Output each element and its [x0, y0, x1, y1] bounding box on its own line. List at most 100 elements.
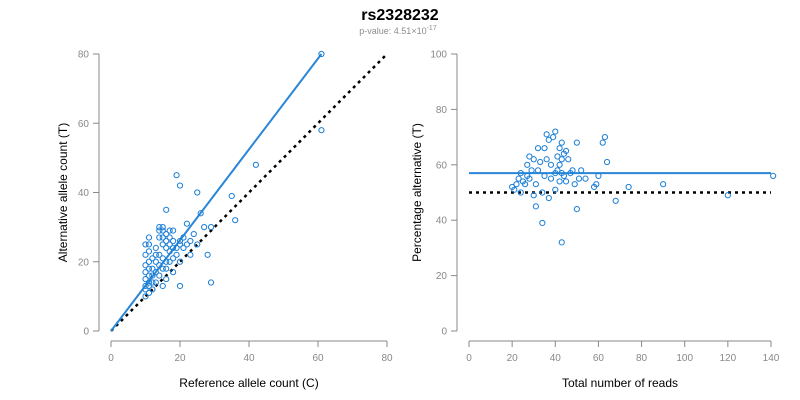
percentage-data-point	[524, 161, 531, 168]
percentage-y-tick-label: 60	[436, 160, 448, 171]
allele-count-data-point	[145, 241, 153, 248]
percentage-y-tick-label: 80	[436, 105, 448, 116]
allele-count-data-point	[176, 241, 184, 248]
percentage-data-point	[526, 175, 533, 182]
allele-count-data-point	[142, 282, 149, 290]
allele-count-data-point	[163, 230, 170, 238]
allele-count-data-point	[145, 289, 153, 297]
percentage-data-point	[530, 156, 537, 163]
percentage-data-point	[554, 167, 561, 174]
percentage-data-point	[534, 145, 542, 152]
allele-count-data-point	[156, 262, 163, 269]
percentage-data-point	[556, 178, 563, 185]
percentage-x-tick-label: 0	[466, 353, 472, 364]
allele-count-data-point	[145, 279, 153, 286]
allele-count-data-point	[145, 234, 153, 241]
allele-count-data-point	[232, 217, 239, 224]
allele-count-data-point	[145, 248, 153, 255]
allele-count-data-point	[152, 269, 159, 276]
allele-count-y-tick-label: 60	[78, 119, 90, 130]
allele-count-data-point	[180, 234, 187, 241]
allele-count-data-point	[149, 272, 156, 279]
percentage-data-point	[517, 189, 524, 196]
allele-count-data-point	[142, 286, 149, 293]
allele-count-data-point	[228, 192, 235, 200]
percentage-data-point	[562, 178, 570, 185]
percentage-data-point	[575, 175, 583, 182]
percentage-data-point	[770, 172, 777, 179]
allele-count-y-tick-label: 0	[83, 327, 89, 338]
allele-count-data-point	[166, 258, 173, 265]
allele-count-data-point	[318, 50, 325, 58]
percentage-y-tick-label: 100	[430, 50, 447, 61]
percentage-data-point	[539, 189, 546, 196]
percentage-x-tick-label: 100	[676, 353, 693, 364]
allele-count-data-point	[201, 224, 208, 231]
allele-count-data-point	[145, 282, 153, 290]
allele-count-data-point	[187, 251, 194, 258]
allele-count-data-point	[207, 279, 215, 286]
allele-count-data-point	[145, 258, 153, 265]
allele-count-data-point	[163, 258, 170, 265]
allele-count-data-point	[159, 224, 166, 231]
percentage-y-axis-label: Percentage alternative (T)	[410, 123, 424, 262]
allele-count-data-point	[156, 234, 163, 241]
allele-count-data-point	[163, 206, 170, 213]
allele-count-data-point	[159, 282, 166, 290]
percentage-x-tick-label: 120	[720, 353, 737, 364]
allele-count-data-point	[166, 241, 173, 248]
percentage-data-point	[582, 175, 589, 182]
allele-count-y-tick-label: 20	[78, 257, 90, 268]
allele-count-data-point	[197, 210, 204, 217]
percentage-data-point	[578, 167, 585, 174]
allele-count-data-point	[183, 220, 190, 227]
percentage-data-point	[539, 219, 546, 227]
allele-count-data-point	[142, 269, 149, 276]
percentage-data-point	[547, 175, 555, 182]
allele-count-data-point	[194, 241, 201, 248]
percentage-data-point	[552, 186, 559, 193]
percentage-y-tick-label: 20	[436, 271, 448, 282]
allele-count-data-point	[142, 293, 149, 300]
allele-count-x-tick-label: 40	[243, 353, 255, 364]
allele-count-scatter-panel: 0 20 40 60 80 0 20 40 60 80 Reference allele count…	[56, 50, 393, 391]
percentage-data-point	[545, 136, 552, 143]
allele-count-y-axis-label: Alternative allele count (T)	[56, 123, 70, 262]
percentage-data-point	[562, 147, 570, 155]
percentage-data-point	[571, 181, 578, 188]
percentage-data-point	[545, 194, 552, 202]
percentage-data-point	[554, 153, 561, 160]
percentage-data-point	[537, 158, 544, 166]
percentage-data-point	[556, 161, 563, 168]
percentage-data-point	[565, 156, 572, 163]
allele-count-data-point	[149, 265, 156, 272]
allele-count-data-point	[190, 230, 197, 238]
percentage-x-tick-label: 140	[763, 353, 780, 364]
percentage-data-point	[541, 145, 548, 152]
allele-count-data-point	[156, 272, 163, 279]
percentage-data-point	[543, 156, 550, 163]
percentage-data-point	[552, 128, 559, 135]
percentage-y-tick-label: 40	[436, 216, 448, 227]
percentage-data-point	[612, 197, 619, 204]
allele-count-data-point	[142, 251, 149, 258]
percentage-data-point	[603, 158, 611, 166]
allele-count-data-point	[152, 244, 159, 251]
allele-count-data-point	[149, 255, 156, 262]
allele-count-data-point	[170, 237, 177, 245]
percentage-x-axis-label: Total number of reads	[562, 376, 678, 390]
allele-count-data-point	[180, 244, 187, 251]
percentage-data-point	[660, 181, 667, 188]
allele-count-data-point	[152, 279, 159, 286]
allele-count-reference-line	[110, 53, 388, 332]
percentage-data-point	[526, 153, 533, 160]
chart-title: rs2328232	[361, 7, 439, 24]
percentage-data-point	[569, 167, 576, 174]
allele-count-data-point	[163, 237, 170, 245]
allele-count-data-point	[176, 258, 184, 265]
allele-count-data-point	[142, 241, 149, 248]
allele-count-x-tick-label: 0	[108, 353, 114, 364]
percentage-alternative-scatter-panel: 0 20 40 60 80 100 0 20 40 60 80 100 120 140 Total numb…	[410, 50, 780, 391]
allele-count-data-point	[152, 251, 159, 258]
percentage-x-tick-label: 40	[550, 353, 562, 364]
